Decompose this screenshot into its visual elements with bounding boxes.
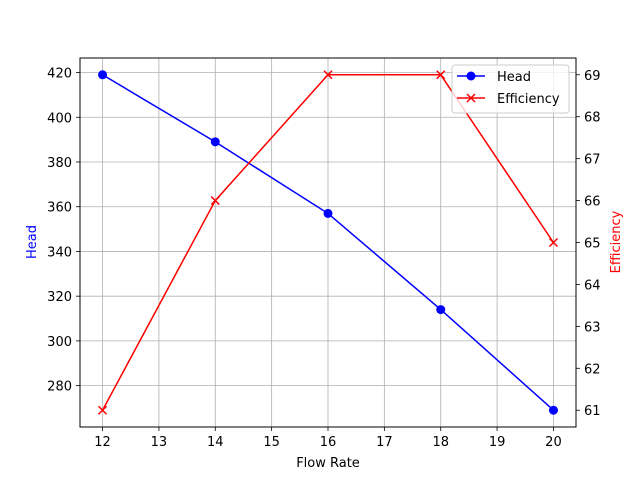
left-axis-ticks: 280 300 320 340 360 380 400 420 bbox=[47, 67, 80, 395]
right-axis-label: Efficiency bbox=[609, 210, 624, 273]
x-tick-label: 14 bbox=[207, 435, 224, 450]
data-point bbox=[210, 196, 220, 206]
series-efficiency bbox=[98, 70, 558, 415]
legend-item-head: Head bbox=[457, 70, 531, 85]
left-tick-label: 340 bbox=[47, 245, 72, 260]
series-head bbox=[98, 70, 558, 415]
left-tick-label: 360 bbox=[47, 201, 72, 216]
left-axis-label: Head bbox=[25, 225, 40, 259]
data-point bbox=[548, 237, 558, 248]
right-tick-label: 69 bbox=[584, 69, 601, 84]
x-tick-label: 16 bbox=[320, 435, 337, 450]
left-tick-label: 400 bbox=[47, 111, 72, 126]
left-tick-label: 380 bbox=[47, 156, 72, 171]
right-axis-ticks: 61 62 63 64 65 66 67 68 69 bbox=[576, 69, 601, 419]
x-marker-icon bbox=[466, 93, 476, 103]
x-tick-label: 19 bbox=[489, 435, 506, 450]
data-point bbox=[210, 137, 220, 147]
circle-marker-icon bbox=[466, 71, 476, 81]
legend-item-efficiency: Efficiency bbox=[457, 92, 560, 107]
x-tick-label: 20 bbox=[545, 435, 562, 450]
data-point bbox=[98, 405, 108, 415]
x-tick-label: 12 bbox=[94, 435, 111, 450]
legend: Head Efficiency bbox=[451, 64, 570, 114]
right-tick-label: 67 bbox=[584, 153, 601, 168]
x-axis-label: Flow Rate bbox=[296, 456, 360, 471]
legend-label-head: Head bbox=[497, 70, 531, 85]
data-point bbox=[436, 70, 446, 80]
series-layer bbox=[98, 70, 558, 415]
x-axis-ticks: 12 13 14 15 16 17 18 19 20 bbox=[94, 427, 562, 450]
left-tick-label: 300 bbox=[47, 335, 72, 350]
data-point bbox=[323, 70, 333, 80]
right-tick-label: 64 bbox=[584, 278, 601, 293]
data-point bbox=[323, 208, 333, 218]
right-tick-label: 68 bbox=[584, 111, 601, 126]
left-tick-label: 320 bbox=[47, 290, 72, 305]
grid-lines bbox=[80, 58, 576, 427]
data-point bbox=[548, 405, 558, 415]
right-tick-label: 62 bbox=[584, 362, 601, 377]
left-tick-label: 280 bbox=[47, 380, 72, 395]
right-tick-label: 66 bbox=[584, 195, 601, 210]
x-tick-label: 18 bbox=[432, 435, 449, 450]
legend-label-efficiency: Efficiency bbox=[497, 92, 560, 107]
data-point bbox=[98, 70, 108, 80]
right-tick-label: 63 bbox=[584, 320, 601, 335]
right-tick-label: 61 bbox=[584, 404, 601, 419]
x-tick-label: 17 bbox=[376, 435, 393, 450]
left-tick-label: 420 bbox=[47, 67, 72, 82]
legend-box bbox=[451, 64, 570, 114]
x-tick-label: 15 bbox=[263, 435, 280, 450]
data-point bbox=[436, 305, 446, 315]
right-tick-label: 65 bbox=[584, 237, 601, 252]
x-tick-label: 13 bbox=[151, 435, 168, 450]
